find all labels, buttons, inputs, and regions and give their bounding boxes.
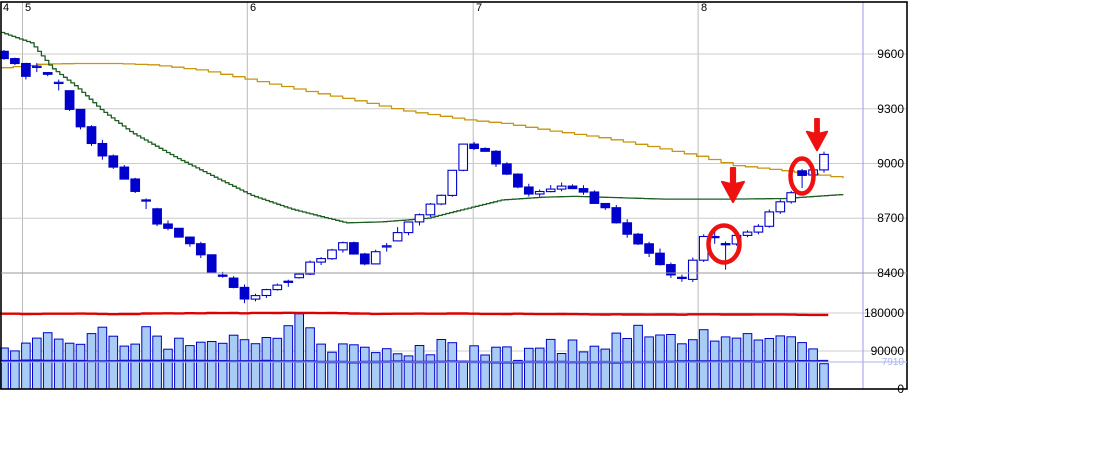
svg-text:9000: 9000 (877, 157, 904, 171)
svg-text:8400: 8400 (877, 266, 904, 280)
svg-text:6: 6 (250, 2, 256, 14)
svg-text:90000: 90000 (871, 344, 905, 358)
svg-text:8700: 8700 (877, 211, 904, 225)
svg-text:4: 4 (3, 2, 9, 14)
svg-text:9300: 9300 (877, 102, 904, 116)
svg-text:0: 0 (897, 382, 904, 396)
svg-text:180000: 180000 (864, 306, 904, 320)
svg-text:7: 7 (476, 2, 482, 14)
svg-text:8: 8 (701, 2, 707, 14)
svg-text:5: 5 (25, 2, 31, 14)
svg-text:9600: 9600 (877, 47, 904, 61)
